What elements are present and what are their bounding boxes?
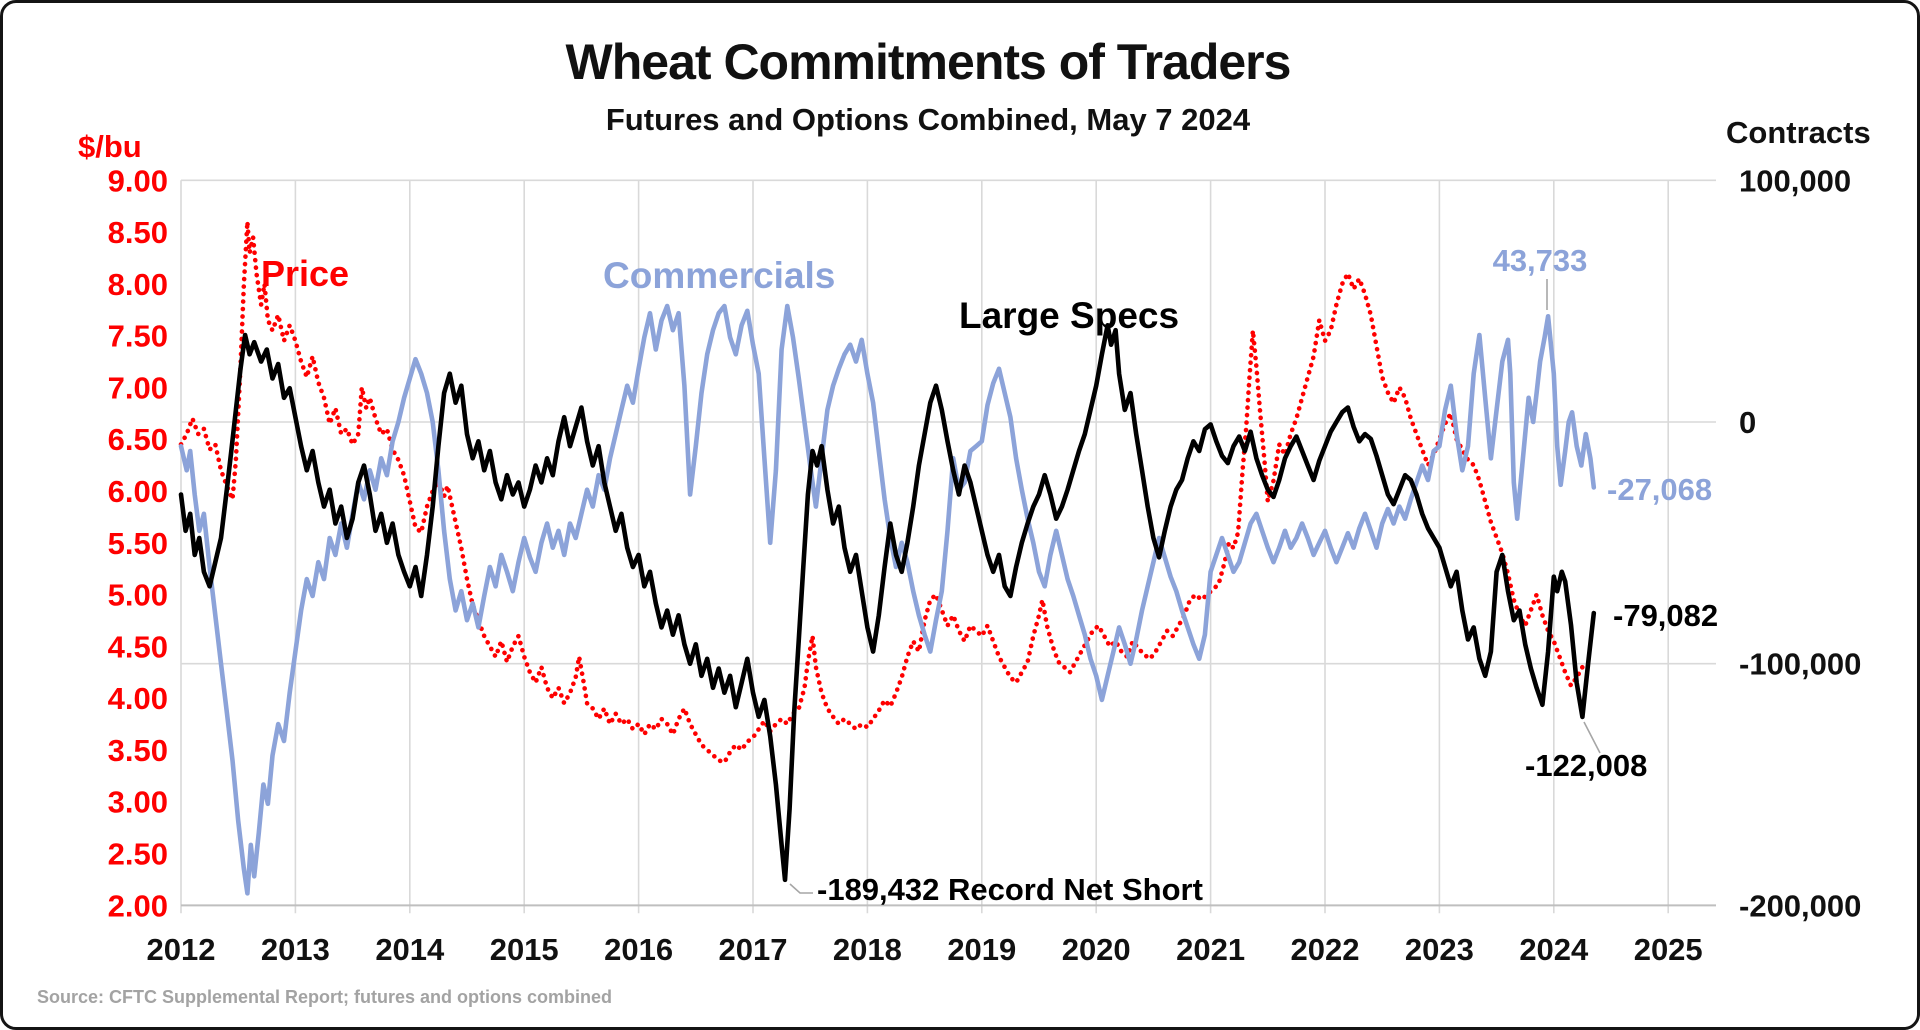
year-label-2015: 2015: [490, 932, 559, 967]
cot-chart-svg: 9.00 8.50 8.00 7.50 7.00 6.50 6.00 5.50 5.00 4.50…: [108, 163, 1862, 967]
left-axis-tick-6.00: 6.00: [108, 474, 168, 509]
left-axis-tick-4.50: 4.50: [108, 629, 168, 664]
commercials-series: [178, 303, 1597, 896]
peak-43733-label: 43,733: [1493, 243, 1588, 278]
commercials-series-label: Commercials: [603, 255, 835, 296]
right-axis-tick-0: 0: [1739, 405, 1756, 440]
large-specs-series: [178, 322, 1597, 883]
record-net-short-label-leader: [789, 883, 813, 894]
left-axis-tick-4.00: 4.00: [108, 681, 168, 716]
year-label-2017: 2017: [719, 932, 788, 967]
left-axis-tick-8.50: 8.50: [108, 215, 168, 250]
left-axis-tick-3.00: 3.00: [108, 785, 168, 820]
year-label-2016: 2016: [604, 932, 673, 967]
left-axis-unit-label: $/bu: [78, 129, 142, 164]
low-122008-label: -122,008: [1525, 748, 1647, 783]
left-axis-tick-5.00: 5.00: [108, 578, 168, 613]
right-axis-tick--100,000: -100,000: [1739, 647, 1861, 682]
left-axis-tick-5.50: 5.50: [108, 526, 168, 561]
left-axis-tick-3.50: 3.50: [108, 733, 168, 768]
year-label-2018: 2018: [833, 932, 902, 967]
low-122008-label-leader: [1583, 721, 1601, 754]
chart-subtitle: Futures and Options Combined, May 7 2024: [605, 102, 1251, 137]
price-series: [178, 219, 1585, 765]
left-axis-tick-2.00: 2.00: [108, 888, 168, 923]
year-label-2024: 2024: [1519, 932, 1589, 967]
large-specs-series-label: Large Specs: [959, 295, 1179, 336]
year-label-2021: 2021: [1176, 932, 1245, 967]
right-axis-tick-100,000: 100,000: [1739, 163, 1851, 198]
left-axis-tick-9.00: 9.00: [108, 163, 168, 198]
year-label-2012: 2012: [147, 932, 216, 967]
year-label-2023: 2023: [1405, 932, 1474, 967]
left-axis-tick-8.00: 8.00: [108, 267, 168, 302]
right-axis-tick--200,000: -200,000: [1739, 888, 1861, 923]
page-title: Wheat Commitments of Traders: [565, 34, 1292, 90]
year-label-2013: 2013: [261, 932, 330, 967]
year-label-2022: 2022: [1291, 932, 1360, 967]
end-commercials-label: -27,068: [1607, 472, 1712, 507]
end-large-specs-label: -79,082: [1613, 598, 1718, 633]
year-label-2019: 2019: [947, 932, 1016, 967]
left-axis-tick-6.50: 6.50: [108, 422, 168, 457]
year-label-2025: 2025: [1634, 932, 1703, 967]
left-axis-tick-2.50: 2.50: [108, 837, 168, 872]
left-axis-tick-7.00: 7.00: [108, 370, 168, 405]
record-net-short-label: -189,432 Record Net Short: [817, 872, 1203, 907]
right-axis-unit-label: Contracts: [1726, 115, 1871, 150]
year-label-2020: 2020: [1062, 932, 1131, 967]
left-axis-tick-7.50: 7.50: [108, 319, 168, 354]
source-note: Source: CFTC Supplemental Report; future…: [37, 987, 613, 1007]
year-label-2014: 2014: [375, 932, 445, 967]
price-series-label: Price: [261, 253, 349, 294]
